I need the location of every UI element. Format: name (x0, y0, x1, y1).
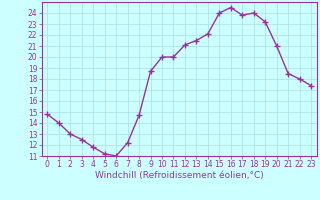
X-axis label: Windchill (Refroidissement éolien,°C): Windchill (Refroidissement éolien,°C) (95, 171, 264, 180)
